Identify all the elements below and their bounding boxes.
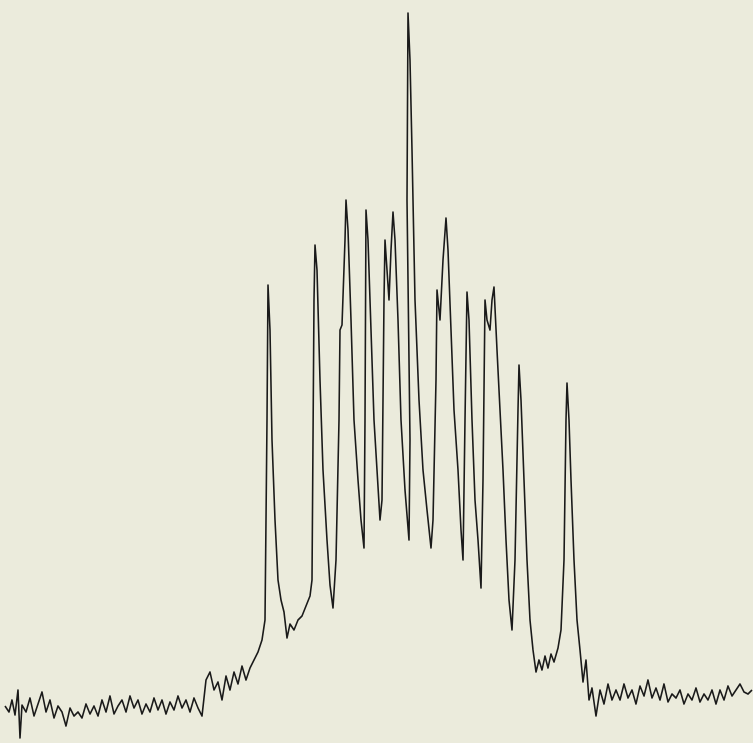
spectrum-trace bbox=[4, 12, 753, 739]
